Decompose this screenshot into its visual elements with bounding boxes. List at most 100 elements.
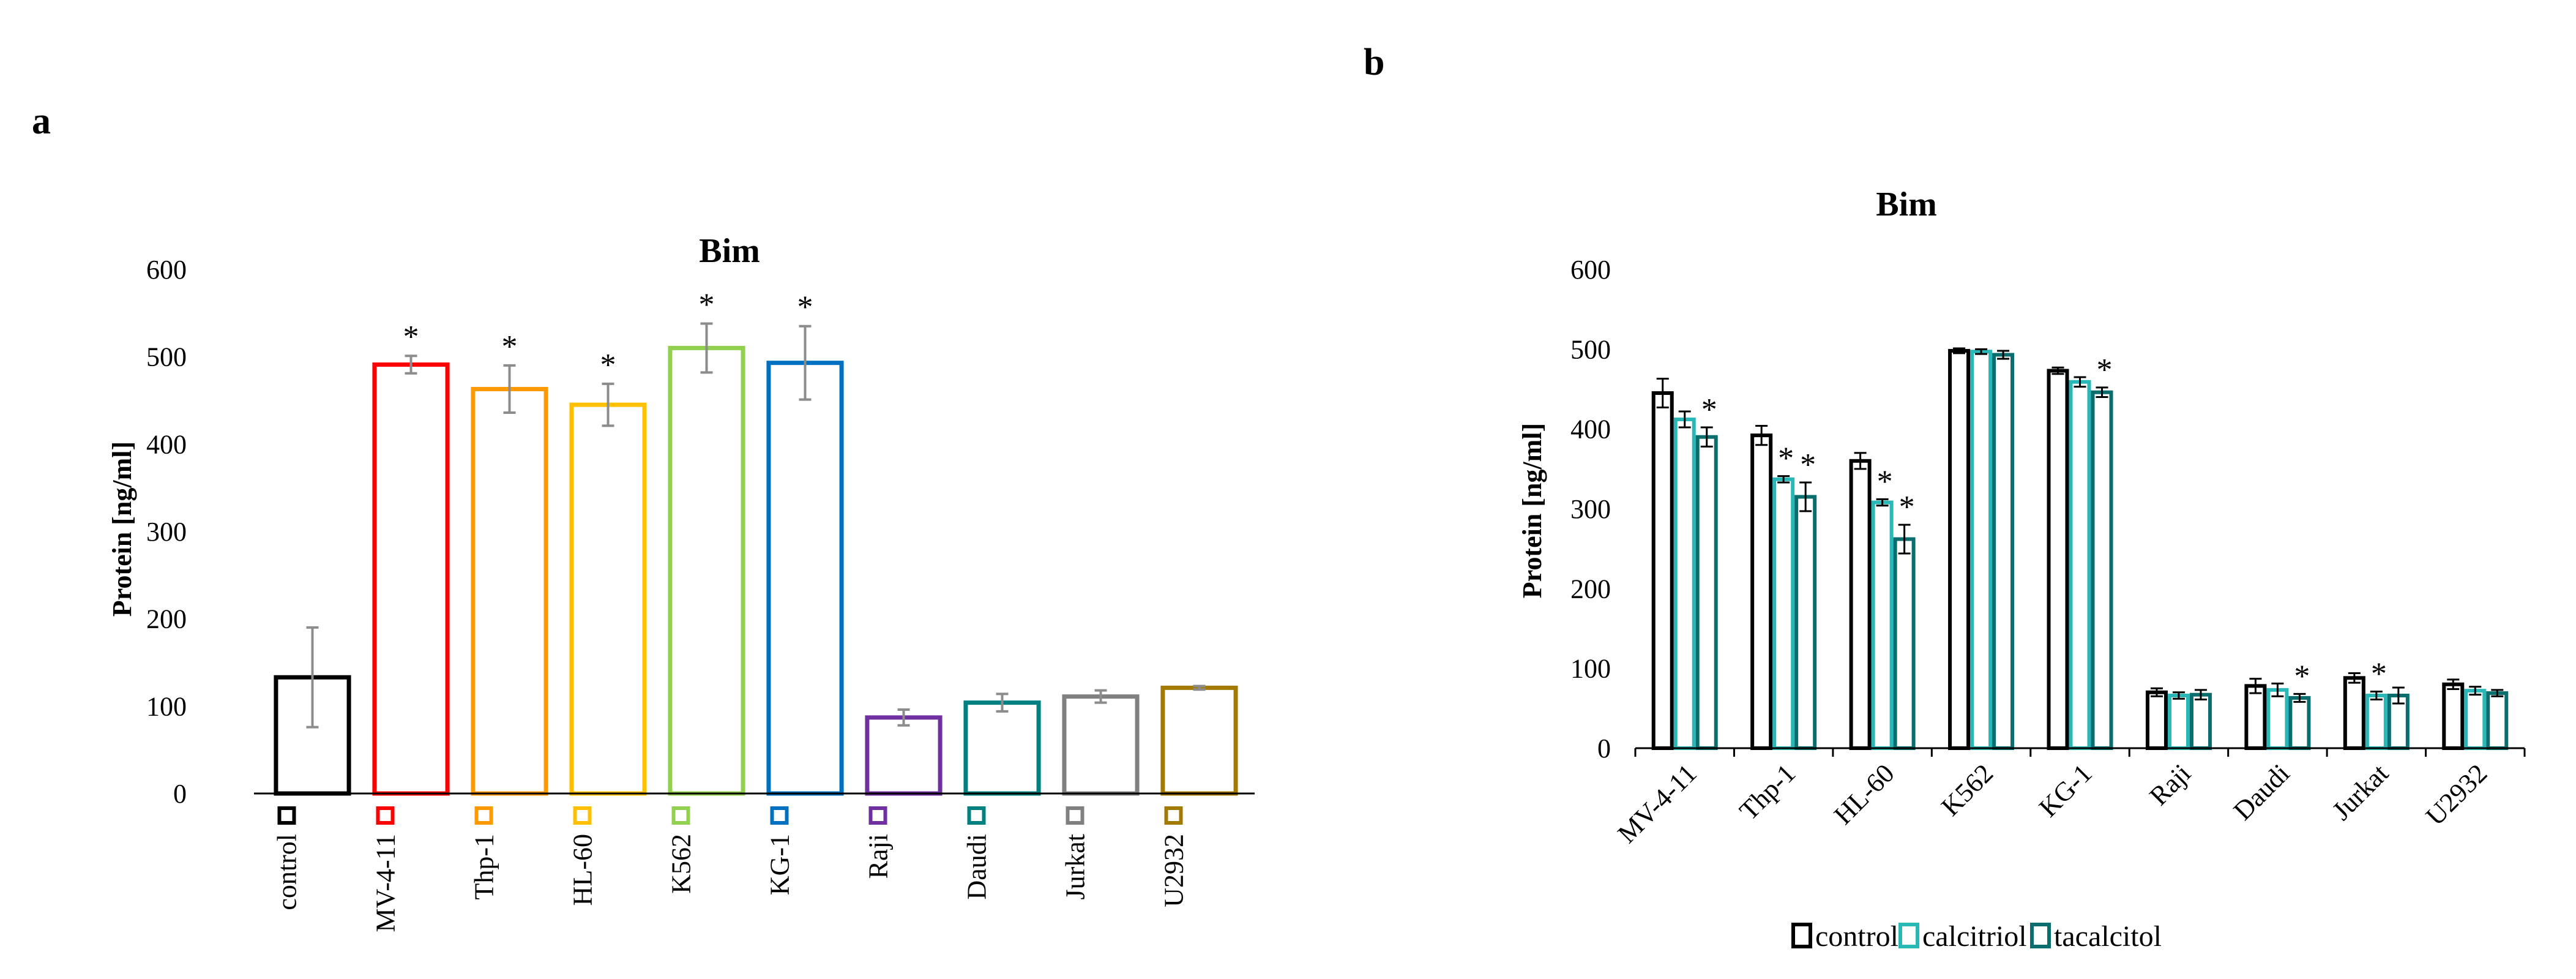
chart-a-bar — [668, 345, 745, 796]
chart-b-bar — [2069, 380, 2091, 750]
chart-a: Bim Protein [ng/ml] 0100200300400500600 … — [107, 232, 1255, 932]
chart-a-significance: * — [502, 329, 518, 364]
chart-b-significance: * — [1800, 448, 1816, 482]
chart-a-bar — [865, 715, 943, 796]
chart-b-bar — [1651, 391, 1674, 750]
chart-b-significance: * — [2294, 659, 2310, 694]
chart-b-categories: MV-4-11 Thp-1 HL-60 K562 KG-1 Raji Daudi Jurkat… — [1612, 748, 2526, 849]
chart-a-y-tick: 300 — [146, 517, 187, 547]
chart-a-category-label: U2932 — [1159, 834, 1189, 907]
chart-b-bar — [2442, 682, 2465, 750]
chart-b-legend-label: calcitriol — [1922, 920, 2027, 953]
chart-b-title: Bim — [1876, 186, 1937, 223]
chart-b-ylabel: Protein [ng/ml] — [1517, 423, 1547, 598]
chart-a-legend-marker — [1164, 806, 1183, 825]
chart-b-y-tick: 600 — [1570, 255, 1611, 285]
chart-a-y-ticks: 0 100 200 300 400 500 600 — [146, 255, 187, 809]
chart-a-y-tick: 600 — [146, 255, 187, 285]
chart-b-bar — [1992, 353, 2015, 750]
chart-b-bar — [1794, 495, 1817, 750]
chart-b-y-tick: 400 — [1570, 414, 1611, 444]
chart-b-bar — [2288, 696, 2311, 751]
chart-b-bar — [1871, 500, 1894, 750]
chart-b-y-tick: 500 — [1570, 334, 1611, 364]
chart-a-bar — [372, 362, 450, 796]
chart-a-y-tick: 0 — [173, 779, 187, 809]
chart-b-bar — [2266, 688, 2289, 751]
chart-b-bar — [2244, 684, 2267, 750]
chart-a-category-label: MV-4-11 — [371, 834, 401, 932]
chart-a-y-tick: 200 — [146, 604, 187, 634]
chart-b-legend-marker — [1791, 923, 1812, 948]
chart-a-title: Bim — [699, 232, 760, 270]
chart-b-y-tick: 300 — [1570, 494, 1611, 524]
chart-a-y-tick: 500 — [146, 342, 187, 372]
chart-b-category-label: HL-60 — [1828, 758, 1900, 830]
chart-b-bar — [1893, 537, 1916, 750]
chart-b-y-tick: 100 — [1570, 654, 1611, 684]
panel-letter-a: a — [32, 100, 51, 142]
chart-b-bar — [2343, 676, 2365, 750]
chart-a-y-tick: 400 — [146, 429, 187, 459]
chart-b-bar — [1970, 350, 1993, 750]
chart-b-y-tick: 200 — [1570, 574, 1611, 604]
chart-a-legend-marker — [671, 806, 690, 825]
chart-b-legend-label: tacalcitol — [2054, 920, 2162, 953]
chart-b-bars: ** * **** * — [1651, 347, 2509, 751]
chart-b-bar — [2365, 693, 2387, 750]
chart-a-legend-marker — [868, 806, 887, 825]
chart-b-bar — [1695, 435, 1718, 750]
chart-b-bar — [2189, 692, 2212, 750]
chart-b-y-tick: 0 — [1597, 733, 1611, 763]
chart-a-category-label: KG-1 — [765, 834, 795, 895]
chart-a-legend-marker — [967, 806, 986, 825]
chart-b-bar — [2047, 369, 2069, 750]
chart-a-category-label: Raji — [864, 834, 894, 879]
chart-b-bar — [2091, 390, 2113, 750]
chart-a-category-label: Daudi — [962, 834, 992, 900]
chart-b-bar — [1673, 418, 1696, 750]
chart-b-bar — [2486, 691, 2509, 750]
chart-b-significance: * — [2371, 656, 2387, 691]
chart-b-bar — [1849, 459, 1872, 750]
chart-b-significance: * — [1877, 464, 1893, 499]
chart-a-bar — [1160, 685, 1238, 796]
chart-a-bar — [963, 700, 1041, 796]
chart-b-category-label: K562 — [1935, 758, 1999, 822]
chart-b-legend-marker — [2030, 923, 2051, 948]
chart-b: Bim Protein [ng/ml] 0100200300400500600 … — [1517, 186, 2526, 953]
chart-b-bar — [2464, 689, 2487, 751]
chart-a-categories: control MV-4-11 Thp-1 HL-60 K562 KG-1 Raji Daud… — [272, 806, 1189, 932]
chart-b-significance: * — [1778, 441, 1794, 476]
chart-b-significance: * — [1701, 392, 1717, 427]
chart-b-bar — [2145, 690, 2168, 751]
chart-b-bar — [1750, 433, 1773, 750]
chart-b-significance: * — [2097, 353, 2113, 388]
chart-b-y-ticks: 0 100 200 300 400 500 600 — [1570, 255, 1611, 763]
chart-b-category-label: U2932 — [2420, 758, 2493, 831]
chart-b-bar — [1948, 348, 1971, 750]
chart-b-legend-marker — [1898, 923, 1919, 948]
chart-a-legend-marker — [277, 806, 296, 825]
chart-a-bar — [569, 402, 647, 796]
chart-a-ylabel: Protein [ng/ml] — [107, 441, 137, 617]
chart-a-category-label: control — [272, 834, 302, 910]
chart-a-bar — [471, 386, 548, 796]
chart-b-legend: control calcitriol tacalcitol — [1791, 920, 2162, 953]
chart-a-bar — [766, 361, 844, 796]
chart-a-bar — [1062, 694, 1140, 796]
chart-b-category-label: Jurkat — [2326, 758, 2394, 826]
chart-b-legend-label: control — [1815, 920, 1898, 953]
chart-a-significance: * — [699, 287, 715, 322]
chart-a-category-label: HL-60 — [568, 834, 598, 906]
chart-b-bar — [2167, 693, 2190, 750]
chart-a-category-label: Jurkat — [1061, 834, 1091, 900]
panel-letter-b: b — [1364, 42, 1384, 83]
chart-a-legend-marker — [376, 806, 395, 825]
chart-a-legend-marker — [474, 806, 493, 825]
chart-a-bars: * * * * * — [274, 287, 1238, 796]
chart-b-category-label: Thp-1 — [1734, 758, 1802, 826]
chart-a-category-label: Thp-1 — [469, 834, 499, 900]
chart-b-bar — [1772, 477, 1795, 750]
